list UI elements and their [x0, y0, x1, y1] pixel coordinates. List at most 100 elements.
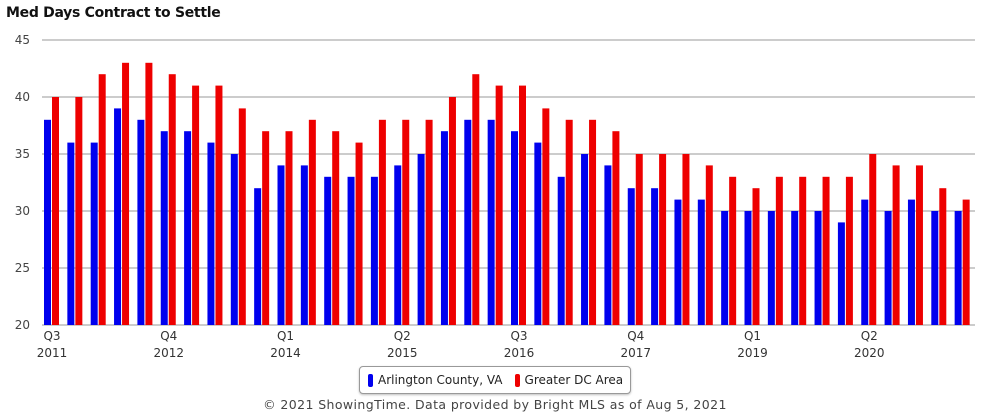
bar-arlington[interactable] — [767, 211, 775, 325]
bar-arlington[interactable] — [160, 131, 168, 325]
bar-greater-dc[interactable] — [238, 108, 246, 326]
bar-greater-dc[interactable] — [705, 165, 713, 325]
bar-greater-dc[interactable] — [355, 142, 363, 325]
bar-arlington[interactable] — [557, 176, 565, 325]
bar-arlington[interactable] — [44, 119, 51, 325]
y-tick-label: 40 — [15, 90, 30, 104]
bar-arlington[interactable] — [184, 131, 192, 325]
x-tick-quarter: Q2 — [861, 329, 878, 343]
bar-greater-dc[interactable] — [519, 85, 526, 325]
bar-greater-dc[interactable] — [565, 119, 573, 325]
bar-greater-dc[interactable] — [308, 119, 316, 325]
legend-label-arlington: Arlington County, VA — [378, 373, 503, 387]
bar-arlington[interactable] — [347, 176, 355, 325]
bar-greater-dc[interactable] — [729, 176, 737, 325]
bar-greater-dc[interactable] — [75, 97, 83, 325]
bar-greater-dc[interactable] — [822, 176, 830, 325]
bar-arlington[interactable] — [511, 131, 518, 325]
bar-greater-dc[interactable] — [962, 199, 970, 325]
y-tick-label: 45 — [15, 33, 30, 47]
bar-greater-dc[interactable] — [448, 97, 456, 325]
bar-arlington[interactable] — [581, 154, 589, 325]
bar-greater-dc[interactable] — [495, 85, 503, 325]
bar-greater-dc[interactable] — [168, 74, 176, 325]
legend-swatch-greater-dc — [514, 373, 520, 387]
bar-arlington[interactable] — [394, 165, 402, 325]
bar-arlington[interactable] — [884, 211, 892, 325]
bar-greater-dc[interactable] — [612, 131, 620, 325]
chart-title: Med Days Contract to Settle — [6, 5, 221, 21]
bar-arlington[interactable] — [440, 131, 448, 325]
bar-arlington[interactable] — [254, 188, 262, 325]
bar-arlington[interactable] — [114, 108, 122, 326]
x-tick-year: 2012 — [153, 346, 184, 360]
bar-arlington[interactable] — [791, 211, 799, 325]
y-axis-ticks: 20 25 30 35 40 45 — [15, 33, 30, 332]
bar-arlington[interactable] — [230, 154, 238, 325]
bar-greater-dc[interactable] — [98, 74, 106, 325]
bar-arlington[interactable] — [744, 211, 752, 325]
bar-arlington[interactable] — [137, 119, 145, 325]
footer-credit: © 2021 ShowingTime. Data provided by Bri… — [263, 397, 727, 412]
bar-greater-dc[interactable] — [378, 119, 386, 325]
x-tick-quarter: Q4 — [627, 329, 644, 343]
bar-arlington[interactable] — [67, 142, 75, 325]
bar-arlington[interactable] — [954, 211, 962, 325]
bar-arlington[interactable] — [907, 199, 915, 325]
bar-greater-dc[interactable] — [635, 154, 643, 325]
bar-greater-dc[interactable] — [775, 176, 783, 325]
bar-greater-dc[interactable] — [845, 176, 853, 325]
bar-arlington[interactable] — [464, 119, 472, 325]
bar-arlington[interactable] — [277, 165, 285, 325]
bar-greater-dc[interactable] — [939, 188, 947, 325]
bar-greater-dc[interactable] — [52, 97, 59, 325]
bar-arlington[interactable] — [814, 211, 822, 325]
bar-greater-dc[interactable] — [799, 176, 807, 325]
bar-arlington[interactable] — [417, 154, 425, 325]
bar-greater-dc[interactable] — [145, 62, 153, 326]
bar-arlington[interactable] — [837, 222, 845, 325]
bar-greater-dc[interactable] — [262, 131, 270, 325]
x-tick-quarter: Q2 — [394, 329, 411, 343]
x-tick-year: 2020 — [854, 346, 885, 360]
bar-greater-dc[interactable] — [915, 165, 923, 325]
bar-arlington[interactable] — [861, 199, 869, 325]
bar-arlington[interactable] — [651, 188, 659, 325]
bar-arlington[interactable] — [931, 211, 939, 325]
bar-greater-dc[interactable] — [589, 119, 597, 325]
x-tick-quarter: Q1 — [277, 329, 294, 343]
bar-arlington[interactable] — [370, 176, 378, 325]
bar-greater-dc[interactable] — [472, 74, 480, 325]
bar-greater-dc[interactable] — [332, 131, 340, 325]
bar-arlington[interactable] — [300, 165, 308, 325]
bar-arlington[interactable] — [674, 199, 682, 325]
bar-arlington[interactable] — [90, 142, 98, 325]
bar-greater-dc[interactable] — [425, 119, 433, 325]
x-tick-year: 2011 — [37, 346, 68, 360]
bar-greater-dc[interactable] — [892, 165, 900, 325]
bar-greater-dc[interactable] — [192, 85, 200, 325]
bar-arlington[interactable] — [207, 142, 215, 325]
bar-arlington[interactable] — [487, 119, 495, 325]
bar-greater-dc[interactable] — [402, 119, 410, 325]
legend-item-arlington[interactable]: Arlington County, VA — [368, 373, 503, 387]
bar-arlington[interactable] — [627, 188, 635, 325]
bar-greater-dc[interactable] — [752, 188, 760, 325]
bar-greater-dc[interactable] — [542, 108, 550, 326]
bar-greater-dc[interactable] — [215, 85, 223, 325]
bar-greater-dc[interactable] — [122, 62, 130, 326]
legend: Arlington County, VA Greater DC Area — [359, 366, 631, 394]
bar-greater-dc[interactable] — [285, 131, 293, 325]
legend-label-greater-dc: Greater DC Area — [524, 373, 624, 387]
bar-greater-dc[interactable] — [682, 154, 690, 325]
bar-greater-dc[interactable] — [869, 154, 877, 325]
x-tick-year: 2015 — [387, 346, 418, 360]
bar-arlington[interactable] — [721, 211, 729, 325]
legend-item-greater-dc[interactable]: Greater DC Area — [514, 373, 624, 387]
bar-arlington[interactable] — [697, 199, 705, 325]
x-tick-quarter: Q3 — [510, 329, 527, 343]
bar-arlington[interactable] — [604, 165, 612, 325]
bar-greater-dc[interactable] — [659, 154, 667, 325]
bar-arlington[interactable] — [324, 176, 332, 325]
bar-arlington[interactable] — [534, 142, 542, 325]
